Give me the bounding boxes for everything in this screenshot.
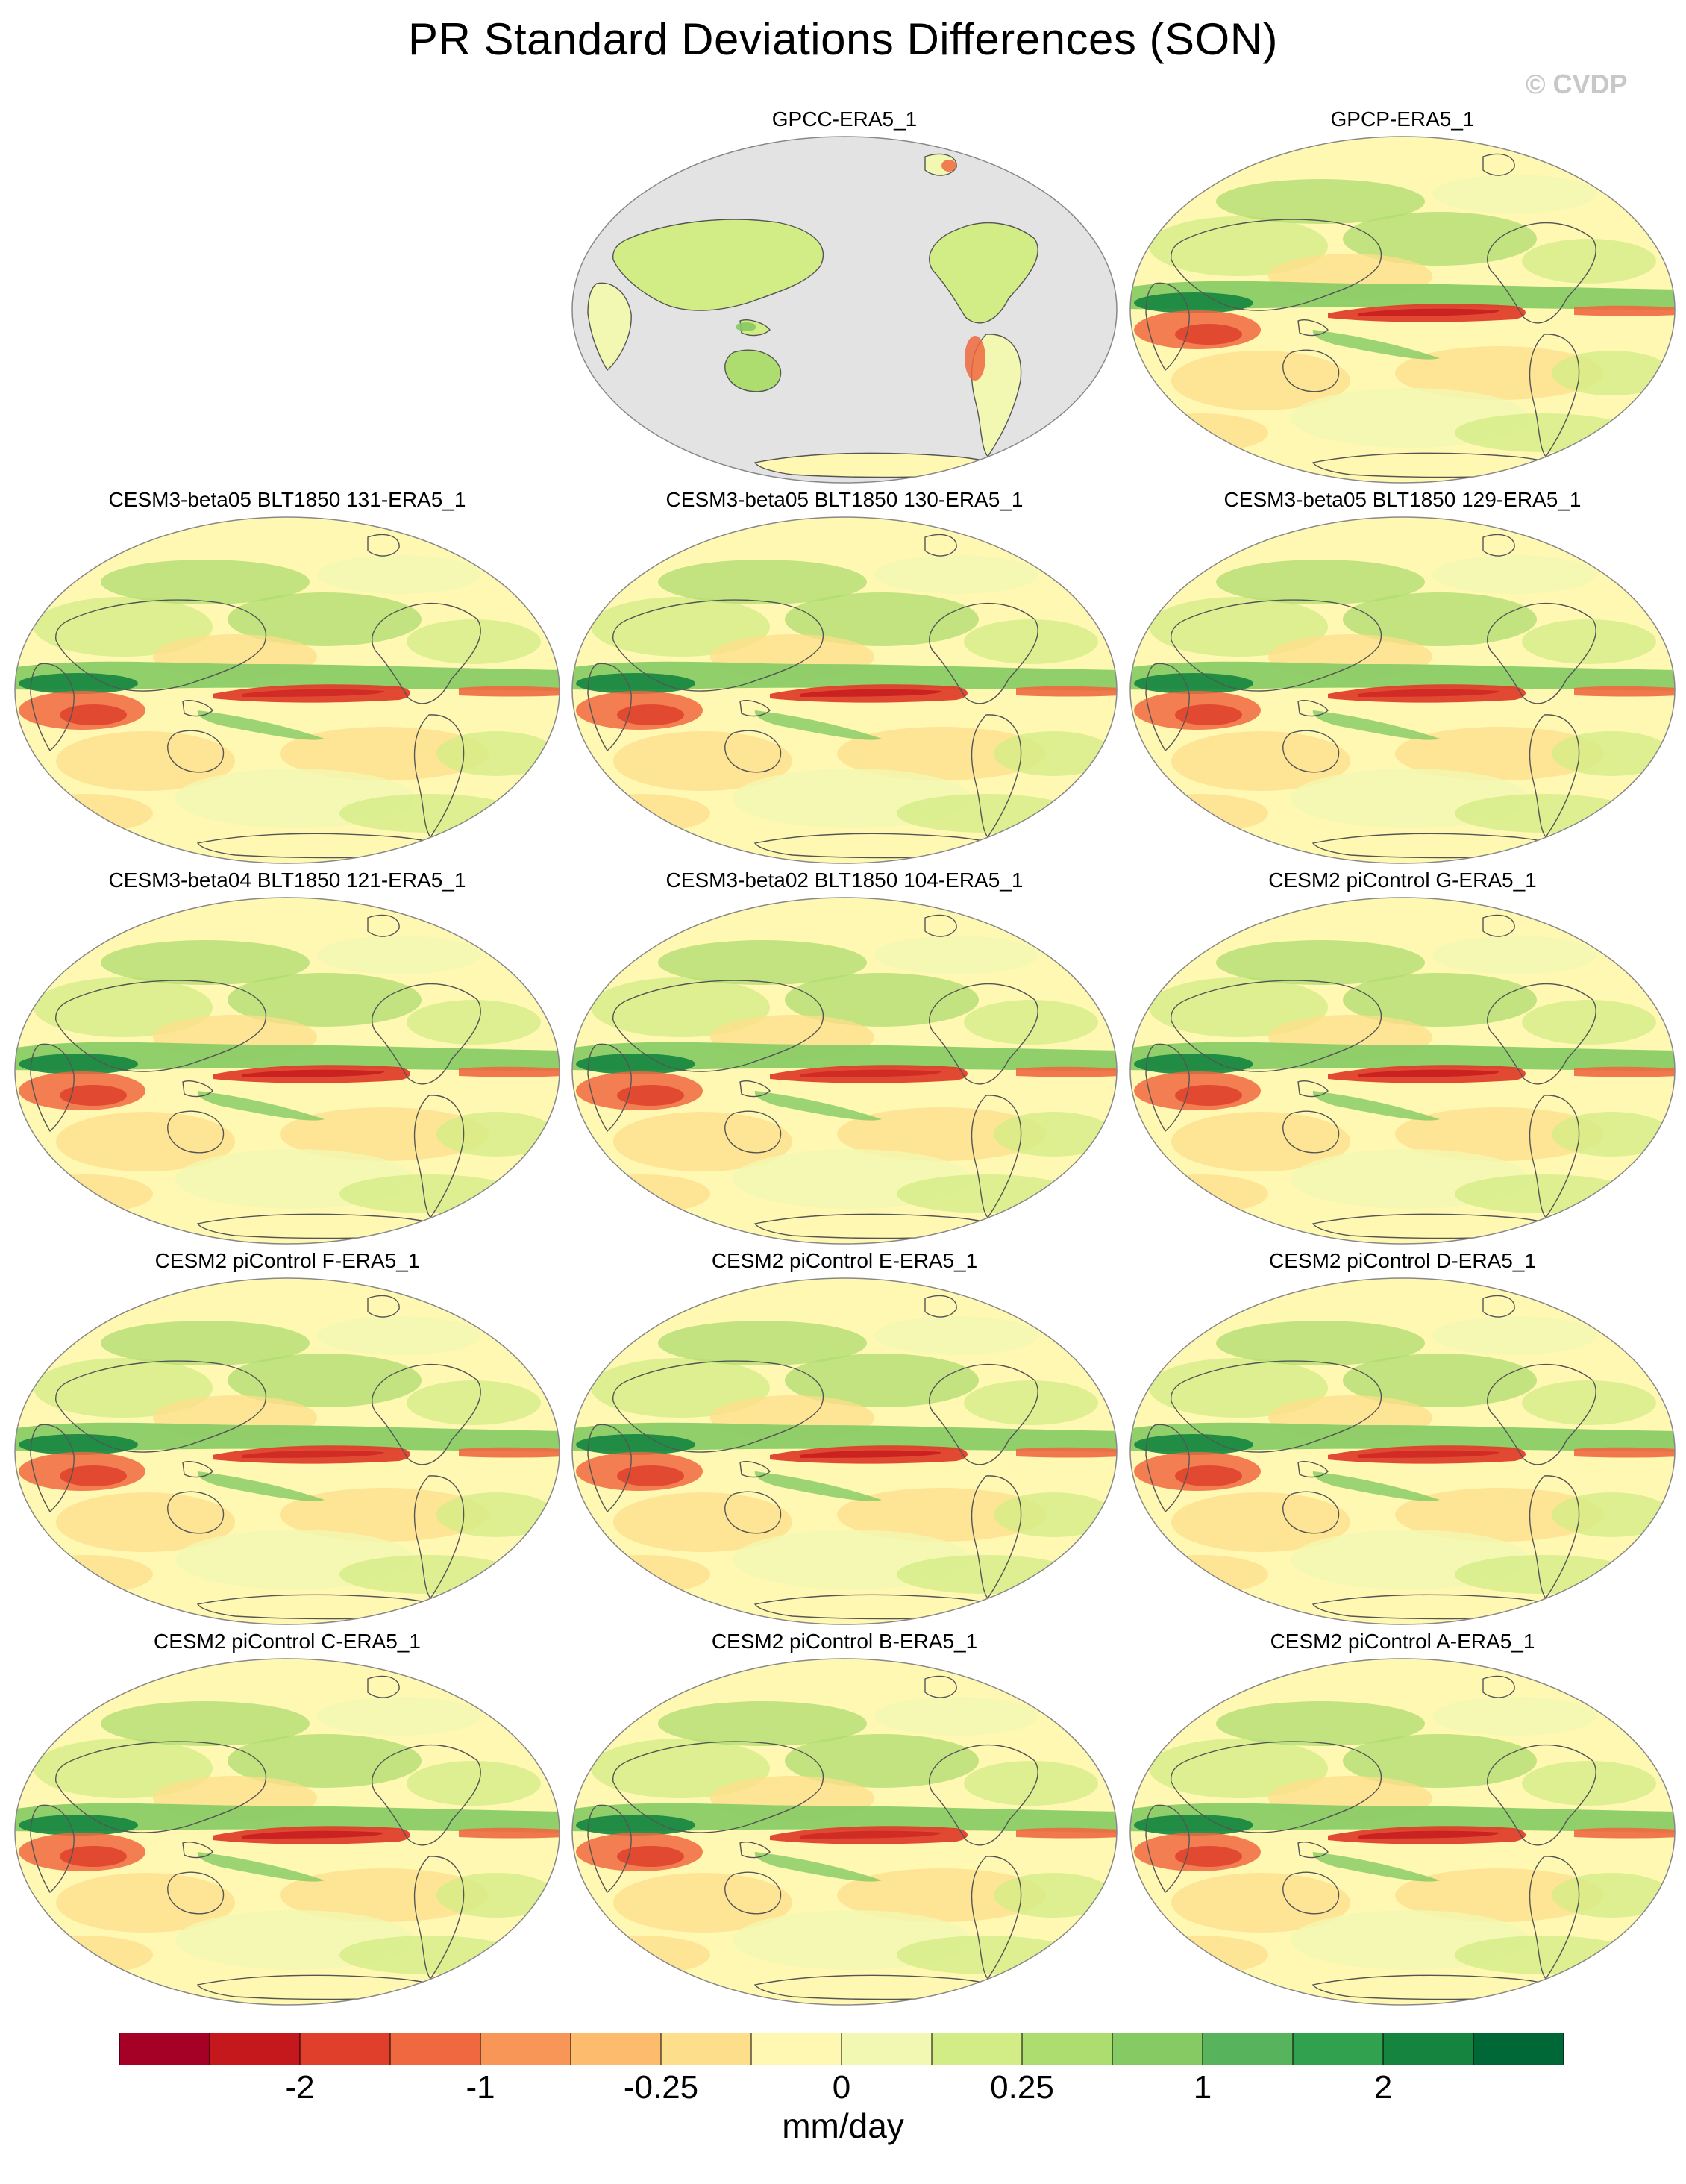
panel-title: CESM2 piControl E-ERA5_1 xyxy=(711,1249,978,1272)
panel-title: CESM2 piControl G-ERA5_1 xyxy=(1268,869,1537,892)
panel-title: CESM3-beta02 BLT1850 104-ERA5_1 xyxy=(665,869,1024,892)
colorbar-tick-label: 0.25 xyxy=(990,2069,1054,2106)
panel-title: CESM3-beta05 BLT1850 131-ERA5_1 xyxy=(108,488,466,511)
watermark: © CVDP xyxy=(1526,69,1628,99)
panel-title: CESM3-beta05 BLT1850 129-ERA5_1 xyxy=(1223,488,1582,511)
map-image xyxy=(14,1658,560,2006)
map-image xyxy=(1129,1277,1676,1625)
colorbar-box xyxy=(480,2033,571,2065)
panel-title: CESM3-beta05 BLT1850 130-ERA5_1 xyxy=(665,488,1024,511)
colorbar-box xyxy=(1473,2033,1564,2065)
colorbar-box xyxy=(570,2033,662,2065)
colorbar-box xyxy=(389,2033,481,2065)
map-panel: CESM3-beta05 BLT1850 131-ERA5_1 xyxy=(11,485,563,866)
map-image xyxy=(571,516,1118,864)
map-panel: CESM2 piControl C-ERA5_1 xyxy=(11,1627,563,2007)
colorbar-box xyxy=(660,2033,752,2065)
figure-title: PR Standard Deviations Differences (SON) xyxy=(407,14,1279,64)
map-image xyxy=(1129,516,1676,864)
map-image xyxy=(14,1277,560,1625)
map-panel: CESM2 piControl B-ERA5_1 xyxy=(568,1627,1121,2007)
colorbar-box xyxy=(1202,2033,1294,2065)
map-image xyxy=(14,516,560,864)
map-image xyxy=(571,136,1118,484)
map-panel: CESM2 piControl E-ERA5_1 xyxy=(568,1246,1121,1627)
map-image xyxy=(571,897,1118,1245)
panel-title: CESM2 piControl A-ERA5_1 xyxy=(1270,1630,1535,1653)
panel-title: CESM3-beta04 BLT1850 121-ERA5_1 xyxy=(108,869,466,892)
colorbar-box xyxy=(1292,2033,1384,2065)
colorbar-box xyxy=(841,2033,933,2065)
panel-title: CESM2 piControl C-ERA5_1 xyxy=(154,1630,421,1653)
panel-title: CESM2 piControl D-ERA5_1 xyxy=(1269,1249,1536,1272)
map-panel: CESM3-beta05 BLT1850 129-ERA5_1 xyxy=(1126,485,1679,866)
panel-title: GPCP-ERA5_1 xyxy=(1330,107,1475,131)
colorbar-tick-label: 2 xyxy=(1373,2069,1393,2106)
colorbar-box xyxy=(1382,2033,1474,2065)
map-image xyxy=(1129,136,1676,484)
map-panel: GPCP-ERA5_1 xyxy=(1126,104,1679,485)
map-image xyxy=(1129,897,1676,1245)
panel-title: CESM2 piControl F-ERA5_1 xyxy=(154,1249,420,1272)
map-panel: CESM2 piControl D-ERA5_1 xyxy=(1126,1246,1679,1627)
map-panel: GPCC-ERA5_1 xyxy=(568,104,1121,485)
map-image xyxy=(571,1658,1118,2006)
map-panel: CESM3-beta02 BLT1850 104-ERA5_1 xyxy=(568,866,1121,1246)
colorbar-box xyxy=(750,2033,842,2065)
colorbar-box xyxy=(209,2033,301,2065)
colorbar-tick-label: -0.25 xyxy=(623,2069,699,2106)
colorbar-box xyxy=(1021,2033,1113,2065)
colorbar-tick-label: -2 xyxy=(285,2069,315,2106)
colorbar-tick-label: 0 xyxy=(832,2069,851,2106)
map-panel: CESM2 piControl G-ERA5_1 xyxy=(1126,866,1679,1246)
panel-title: GPCC-ERA5_1 xyxy=(771,107,918,131)
colorbar-box xyxy=(1112,2033,1203,2065)
colorbar-box xyxy=(299,2033,391,2065)
map-image xyxy=(571,1277,1118,1625)
map-panel: CESM2 piControl F-ERA5_1 xyxy=(11,1246,563,1627)
colorbar-tick-label: -1 xyxy=(466,2069,495,2106)
panel-title: CESM2 piControl B-ERA5_1 xyxy=(711,1630,978,1653)
colorbar-tick-label: 1 xyxy=(1193,2069,1212,2106)
colorbar-box xyxy=(931,2033,1023,2065)
map-panel: CESM3-beta04 BLT1850 121-ERA5_1 xyxy=(11,866,563,1246)
colorbar xyxy=(119,2033,1564,2065)
colorbar-units: mm/day xyxy=(782,2106,904,2145)
map-panel: CESM3-beta05 BLT1850 130-ERA5_1 xyxy=(568,485,1121,866)
colorbar-box xyxy=(119,2033,210,2065)
map-image xyxy=(14,897,560,1245)
map-panel: CESM2 piControl A-ERA5_1 xyxy=(1126,1627,1679,2007)
map-image xyxy=(1129,1658,1676,2006)
